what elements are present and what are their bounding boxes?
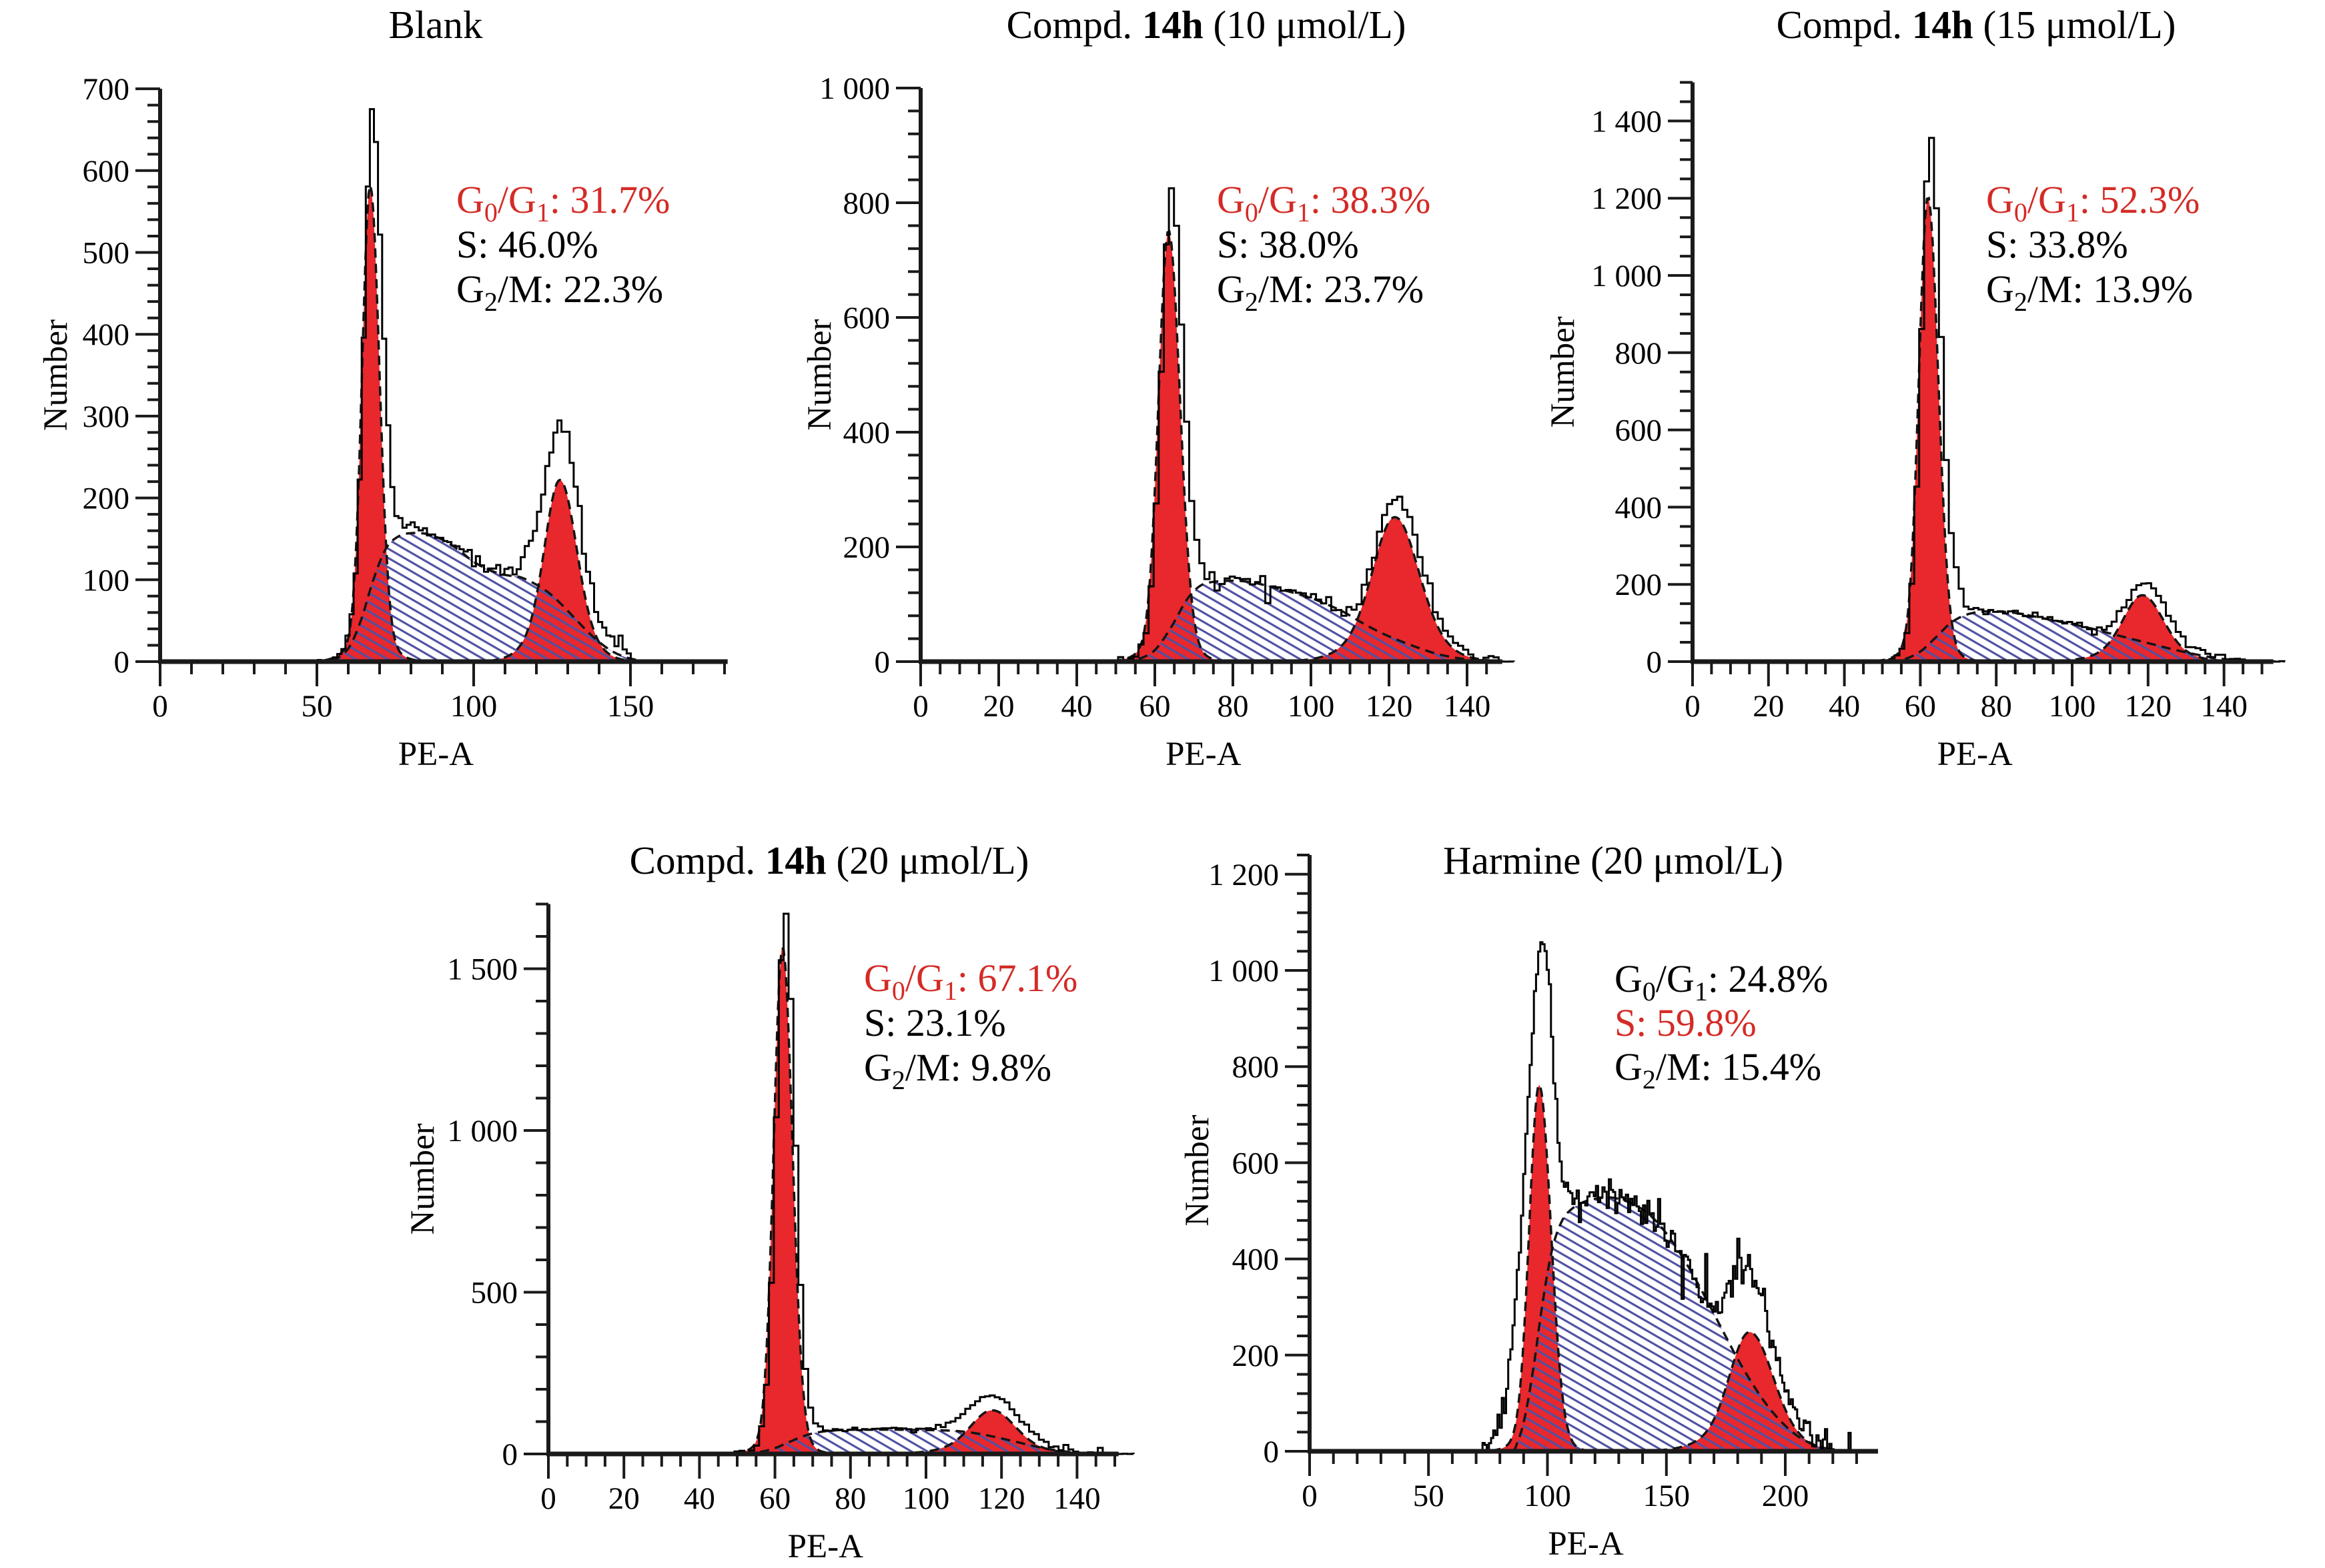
svg-text:100: 100 — [2049, 689, 2096, 724]
svg-text:800: 800 — [1615, 336, 1663, 371]
svg-text:140: 140 — [1053, 1481, 1101, 1516]
svg-text:400: 400 — [83, 317, 130, 352]
svg-text:200: 200 — [1232, 1339, 1280, 1373]
svg-text:20: 20 — [983, 689, 1015, 724]
svg-text:S: 46.0%: S: 46.0% — [456, 223, 598, 266]
svg-text:S: 23.1%: S: 23.1% — [864, 1001, 1006, 1044]
svg-text:0: 0 — [913, 689, 929, 724]
svg-text:100: 100 — [903, 1481, 950, 1516]
svg-text:500: 500 — [471, 1276, 518, 1311]
svg-text:60: 60 — [1139, 689, 1171, 724]
svg-text:Number: Number — [1544, 316, 1582, 428]
svg-text:0: 0 — [1302, 1479, 1318, 1513]
svg-text:120: 120 — [2125, 689, 2172, 724]
svg-text:60: 60 — [759, 1481, 791, 1516]
svg-text:200: 200 — [1615, 568, 1663, 602]
svg-text:600: 600 — [83, 154, 130, 189]
svg-text:1 400: 1 400 — [1591, 104, 1662, 139]
svg-text:60: 60 — [1905, 689, 1936, 724]
svg-text:0: 0 — [1264, 1435, 1280, 1469]
svg-text:400: 400 — [1232, 1243, 1280, 1277]
svg-text:0: 0 — [1647, 645, 1663, 680]
svg-text:800: 800 — [843, 186, 891, 221]
svg-text:1 000: 1 000 — [447, 1114, 518, 1148]
svg-text:100: 100 — [83, 563, 130, 598]
svg-text:120: 120 — [1366, 689, 1413, 724]
svg-text:100: 100 — [1524, 1479, 1571, 1513]
svg-text:50: 50 — [302, 689, 333, 724]
svg-text:1 000: 1 000 — [819, 71, 890, 106]
svg-text:S: 38.0%: S: 38.0% — [1217, 223, 1359, 266]
svg-text:150: 150 — [607, 689, 654, 724]
svg-text:Compd. 14h (15 μmol/L): Compd. 14h (15 μmol/L) — [1777, 3, 2176, 47]
svg-text:40: 40 — [1829, 689, 1860, 724]
svg-text:200: 200 — [83, 482, 130, 516]
svg-text:140: 140 — [1444, 689, 1491, 724]
svg-text:600: 600 — [843, 301, 891, 335]
svg-text:1 000: 1 000 — [1208, 954, 1279, 988]
svg-text:PE-A: PE-A — [788, 1528, 864, 1565]
svg-text:800: 800 — [1232, 1050, 1280, 1084]
svg-text:PE-A: PE-A — [1166, 736, 1242, 773]
svg-text:0: 0 — [502, 1437, 518, 1472]
svg-text:PE-A: PE-A — [1937, 736, 2013, 773]
svg-text:80: 80 — [1981, 689, 2012, 724]
svg-text:100: 100 — [1288, 689, 1335, 724]
svg-text:S: 33.8%: S: 33.8% — [1986, 223, 2128, 266]
svg-text:80: 80 — [1218, 689, 1249, 724]
svg-text:100: 100 — [450, 689, 498, 724]
svg-text:300: 300 — [83, 400, 130, 434]
svg-text:40: 40 — [1061, 689, 1093, 724]
svg-text:150: 150 — [1643, 1479, 1691, 1513]
svg-text:400: 400 — [1615, 490, 1663, 525]
svg-text:200: 200 — [843, 530, 891, 565]
svg-text:Number: Number — [37, 319, 75, 431]
svg-text:1 500: 1 500 — [447, 952, 518, 987]
svg-text:0: 0 — [114, 645, 130, 680]
svg-text:400: 400 — [843, 416, 891, 450]
svg-text:Number: Number — [404, 1123, 442, 1235]
svg-text:20: 20 — [608, 1481, 640, 1516]
svg-text:0: 0 — [152, 689, 168, 724]
svg-text:1 000: 1 000 — [1591, 259, 1662, 293]
svg-text:Number: Number — [1179, 1114, 1216, 1226]
svg-text:0: 0 — [1685, 689, 1701, 724]
svg-text:140: 140 — [2200, 689, 2248, 724]
svg-text:1 200: 1 200 — [1591, 181, 1662, 216]
svg-text:600: 600 — [1232, 1146, 1280, 1181]
svg-text:G0/G1: 38.3%: G0/G1: 38.3% — [1217, 178, 1430, 227]
svg-text:PE-A: PE-A — [1548, 1525, 1624, 1563]
svg-text:600: 600 — [1615, 414, 1663, 448]
svg-text:Blank: Blank — [389, 3, 483, 47]
svg-text:500: 500 — [83, 236, 130, 271]
svg-text:40: 40 — [684, 1481, 715, 1516]
svg-text:120: 120 — [978, 1481, 1025, 1516]
svg-text:0: 0 — [875, 645, 891, 680]
svg-text:1 200: 1 200 — [1208, 858, 1279, 892]
svg-text:Number: Number — [801, 319, 839, 430]
svg-text:G2/M: 23.7%: G2/M: 23.7% — [1217, 267, 1424, 317]
svg-text:0: 0 — [540, 1481, 556, 1516]
svg-text:S: 59.8%: S: 59.8% — [1614, 1001, 1757, 1044]
svg-text:Compd. 14h (20 μmol/L): Compd. 14h (20 μmol/L) — [630, 838, 1029, 882]
svg-text:80: 80 — [835, 1481, 866, 1516]
svg-text:PE-A: PE-A — [398, 736, 474, 773]
svg-text:Compd. 14h (10 μmol/L): Compd. 14h (10 μmol/L) — [1007, 3, 1406, 47]
svg-text:200: 200 — [1762, 1479, 1809, 1513]
svg-text:50: 50 — [1413, 1479, 1444, 1513]
svg-text:700: 700 — [83, 72, 130, 107]
svg-text:Harmine (20 μmol/L): Harmine (20 μmol/L) — [1443, 838, 1783, 882]
svg-text:20: 20 — [1753, 689, 1784, 724]
